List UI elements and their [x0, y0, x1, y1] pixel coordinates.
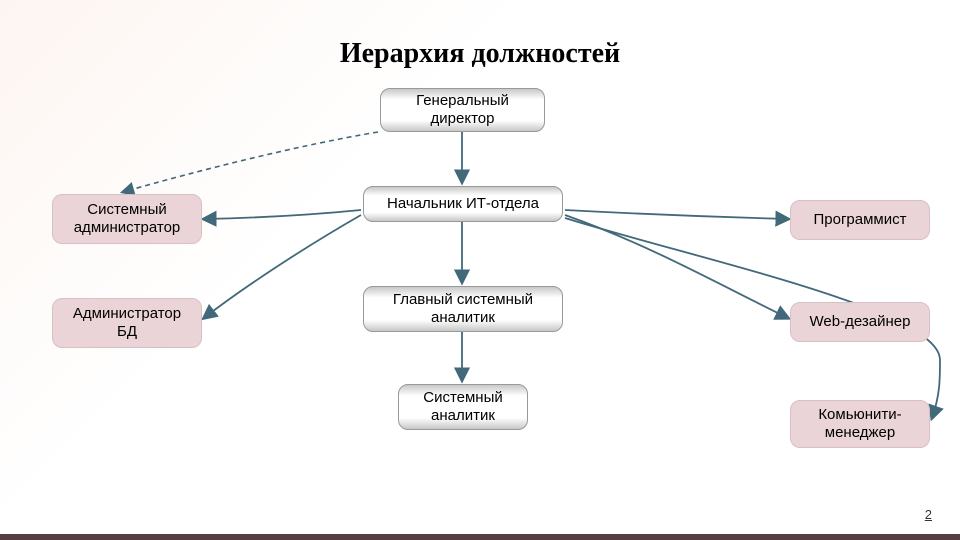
node-programmer-label: Программист [814, 211, 907, 229]
edge-it_head-to-sysadmin [204, 210, 361, 219]
edge-it_head-to-prog [565, 210, 788, 219]
node-programmer: Программист [790, 200, 930, 240]
node-it-head: Начальник ИТ-отдела [363, 186, 563, 222]
node-community-manager: Комьюнити-менеджер [790, 400, 930, 448]
node-community-manager-label: Комьюнити-менеджер [818, 406, 901, 442]
node-it-head-label: Начальник ИТ-отдела [387, 195, 539, 213]
node-ceo: Генеральныйдиректор [380, 88, 545, 132]
node-sysadmin-label: Системныйадминистратор [74, 201, 181, 237]
edge-ceo-to-sysadmin [123, 132, 378, 192]
node-analyst-label: Системныйаналитик [423, 389, 503, 425]
node-sysadmin: Системныйадминистратор [52, 194, 202, 244]
page-title: Иерархия должностей [0, 38, 960, 70]
edge-it_head-to-dba [204, 215, 361, 318]
node-dba-label: АдминистраторБД [73, 305, 181, 341]
node-webdesigner: Web-дезайнер [790, 302, 930, 342]
bottom-accent-bar [0, 534, 960, 540]
node-analyst: Системныйаналитик [398, 384, 528, 430]
node-lead-analyst: Главный системныйаналитик [363, 286, 563, 332]
node-dba: АдминистраторБД [52, 298, 202, 348]
page-number: 2 [925, 507, 932, 522]
node-lead-analyst-label: Главный системныйаналитик [393, 291, 533, 327]
edge-it_head-to-webdes [565, 215, 788, 318]
node-ceo-label: Генеральныйдиректор [416, 92, 509, 128]
node-webdesigner-label: Web-дезайнер [810, 313, 911, 331]
connectors-layer [0, 0, 960, 540]
